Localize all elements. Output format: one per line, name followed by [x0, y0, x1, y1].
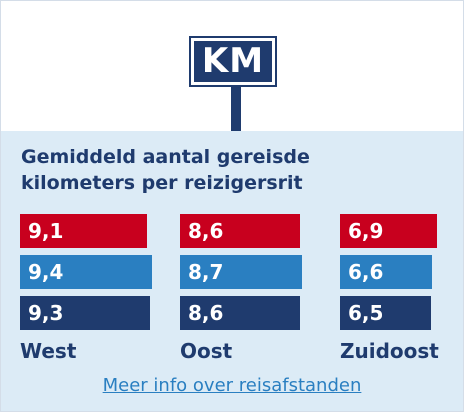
bar-west-2: 9,4 [20, 255, 152, 289]
bar-oost-2: 8,7 [180, 255, 302, 289]
category-label-zuidoost: Zuidoost [340, 339, 439, 363]
bar-zuidoost-1: 6,9 [340, 214, 437, 248]
chart-panel: Gemiddeld aantal gereisde kilometers per… [1, 131, 463, 411]
category-label-oost: Oost [180, 339, 233, 363]
bar-oost-3: 8,6 [180, 296, 300, 330]
km-sign-icon: KM [189, 36, 277, 87]
bar-chart: 9,1 9,4 9,3 West 8,6 8,7 8,6 Oost 6,9 6,6 6,5 Zuido… [1, 131, 463, 411]
illustration-area: KM [1, 1, 463, 133]
chart-title: Gemiddeld aantal gereisde kilometers per… [21, 146, 310, 194]
bar-zuidoost-2: 6,6 [340, 255, 432, 289]
more-info-link[interactable]: Meer info over reisafstanden [102, 375, 362, 396]
bar-zuidoost-3: 6,5 [340, 296, 431, 330]
category-label-west: West [20, 339, 77, 363]
bar-west-3: 9,3 [20, 296, 150, 330]
sign-pole [231, 81, 241, 133]
bar-oost-1: 8,6 [180, 214, 300, 248]
bar-west-1: 9,1 [20, 214, 147, 248]
